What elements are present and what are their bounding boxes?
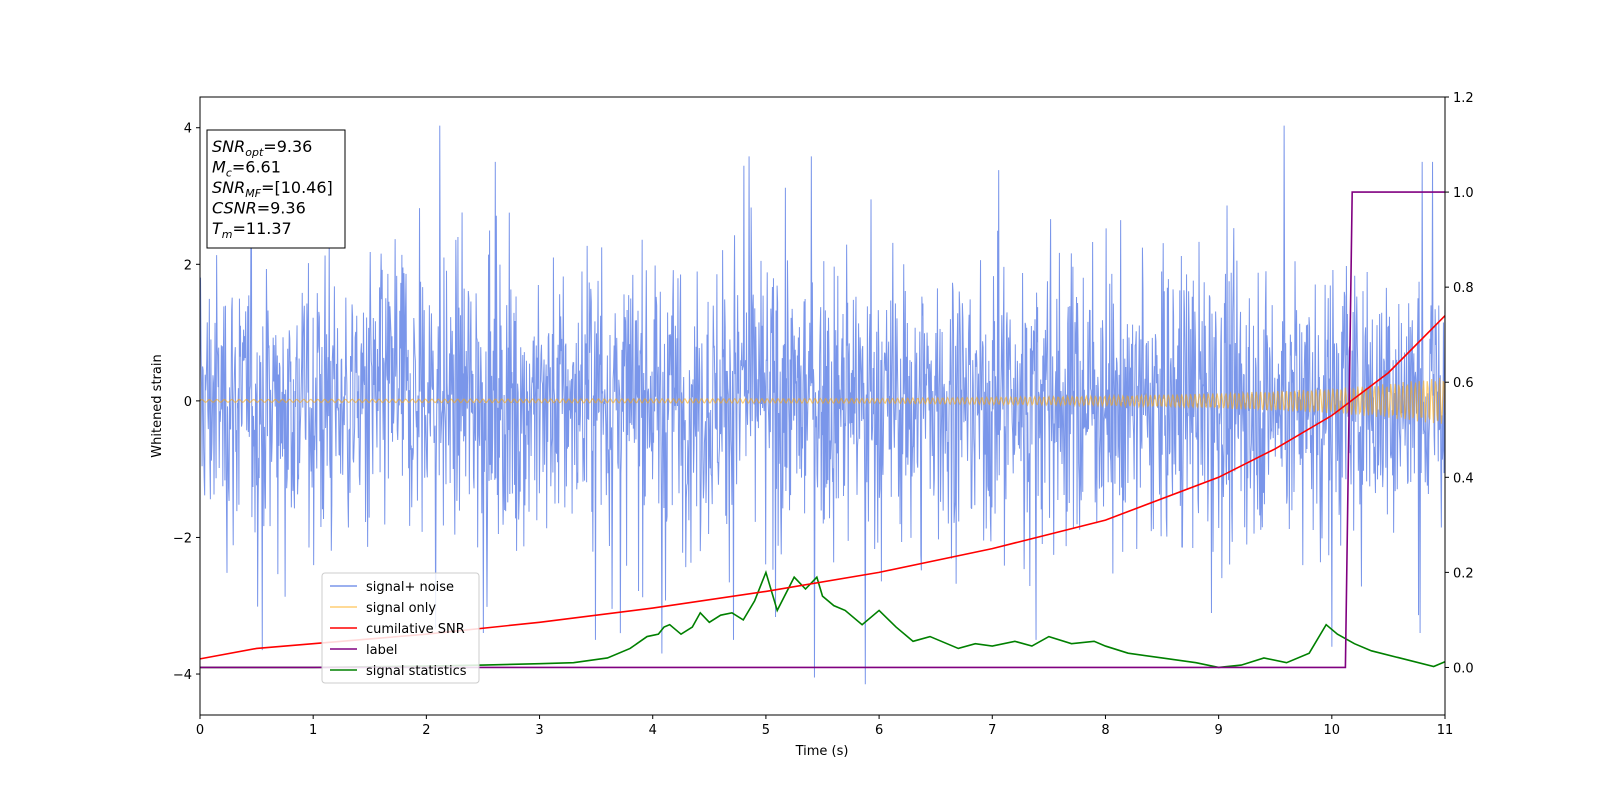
- axes-frame: [199, 96, 1446, 716]
- x-tick-label: 4: [649, 723, 657, 738]
- info-box-frame: [206, 129, 346, 249]
- y-right-tick-label: 0.8: [1453, 281, 1474, 296]
- x-axis-label: Time (s): [795, 744, 849, 759]
- x-tick-label: 0: [196, 723, 204, 738]
- x-tick-label: 10: [1324, 723, 1341, 738]
- x-tick-label: 8: [1101, 723, 1109, 738]
- series-signal-statistics: [200, 569, 1446, 669]
- legend: signal+ noise signal only cumilative SNR la…: [321, 572, 480, 684]
- y-axis-label: Whitened strain: [150, 354, 165, 457]
- info-box: SNRopt=9.36Mc=6.61SNRMF=[10.46]CSNR=9.36…: [206, 129, 346, 249]
- axis-ticks: 0 1 2 3 4 5 6 7 8 9 10 11 −4 −2 0 2 4 0.0 0.2 0.4 0.6 0.8 1.0 1…: [173, 91, 1474, 738]
- y-right-tick-label: 0.0: [1453, 661, 1474, 676]
- info-box-line: SNRopt=9.36: [212, 137, 312, 159]
- y-tick-label: −2: [173, 531, 192, 546]
- info-box-line: Tm=11.37: [212, 219, 292, 241]
- info-box-line: SNRMF=[10.46]: [212, 178, 333, 200]
- y-right-tick-label: 0.2: [1453, 566, 1474, 581]
- series-signal-only: [199, 377, 1446, 424]
- x-tick-label: 6: [875, 723, 883, 738]
- info-box-line: Mc=6.61: [212, 158, 281, 180]
- x-tick-label: 7: [988, 723, 996, 738]
- legend-label: signal only: [366, 601, 436, 616]
- legend-label: label: [366, 643, 397, 658]
- x-tick-label: 3: [535, 723, 543, 738]
- y-tick-label: 2: [184, 258, 192, 273]
- legend-label: signal statistics: [366, 664, 467, 679]
- y-right-tick-label: 1.0: [1453, 186, 1474, 201]
- series-label: [200, 191, 1445, 669]
- y-tick-label: 4: [184, 122, 192, 137]
- legend-label: cumilative SNR: [366, 622, 465, 637]
- x-tick-label: 2: [422, 723, 430, 738]
- y-right-tick-label: 1.2: [1453, 91, 1474, 106]
- legend-label: signal+ noise: [366, 580, 454, 595]
- y-tick-label: −4: [173, 668, 192, 683]
- y-tick-label: 0: [184, 395, 192, 410]
- series-signal-noise: [199, 125, 1446, 685]
- y-right-tick-label: 0.4: [1453, 471, 1474, 486]
- y-right-tick-label: 0.6: [1453, 376, 1474, 391]
- info-box-line: CSNR=9.36: [212, 199, 306, 218]
- legend-frame: [321, 572, 480, 684]
- x-tick-label: 5: [762, 723, 770, 738]
- x-tick-label: 1: [309, 723, 317, 738]
- x-tick-label: 11: [1437, 723, 1454, 738]
- x-tick-label: 9: [1214, 723, 1222, 738]
